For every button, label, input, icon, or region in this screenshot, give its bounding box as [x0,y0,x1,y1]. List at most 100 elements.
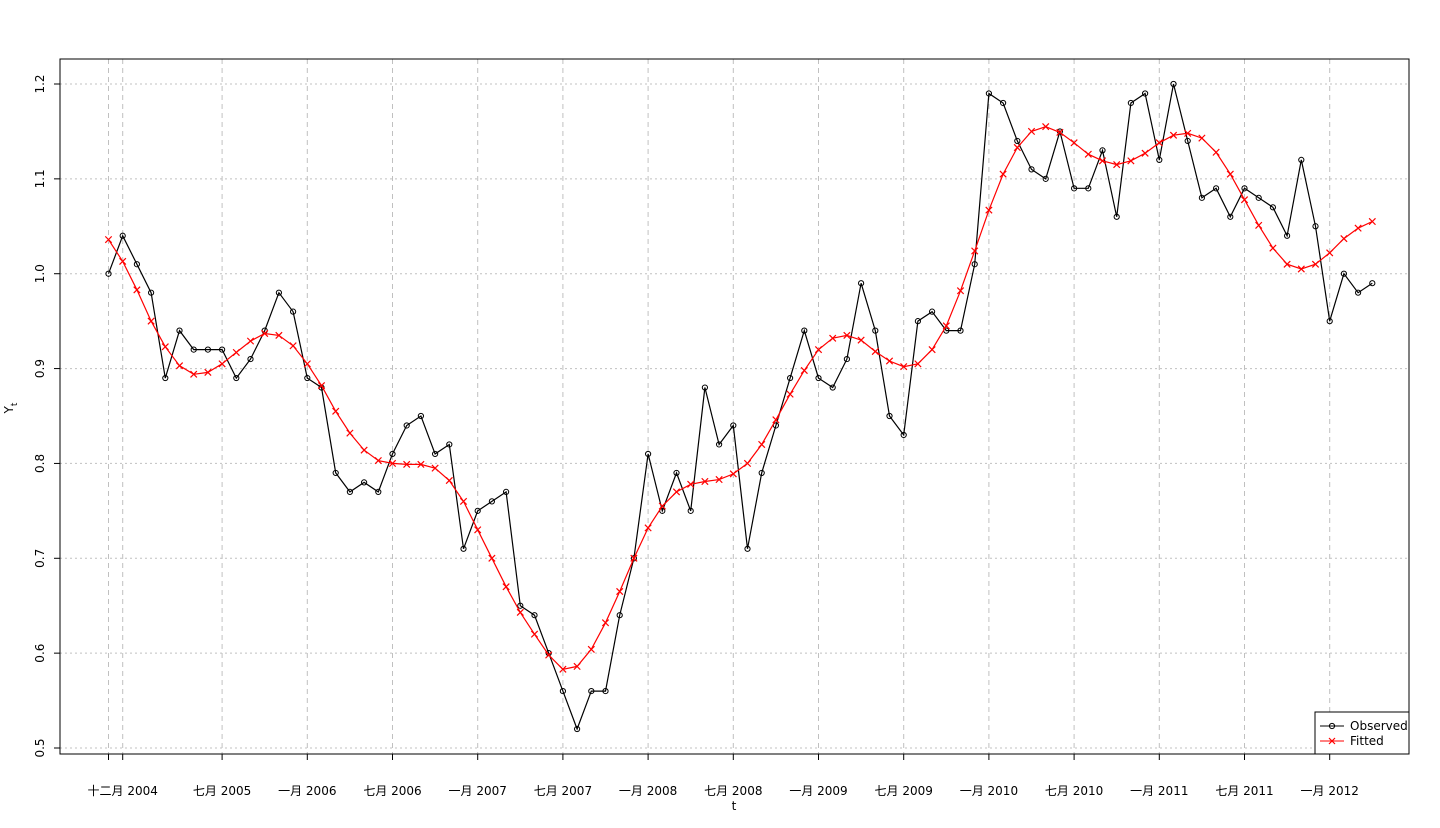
series-layer [104,80,1376,733]
data-point [1184,137,1191,145]
data-point [459,497,468,505]
data-point [1042,175,1049,182]
data-point [871,347,879,356]
data-point [672,488,681,496]
data-point [1326,318,1333,325]
data-point [1369,280,1376,287]
data-point [1241,185,1248,192]
data-point [658,502,666,510]
data-point [460,545,467,552]
data-point [645,450,652,458]
x-axis-title: t [732,799,737,813]
data-point [233,374,240,382]
data-point [1355,289,1362,296]
x-tick-label: 一月 2010 [960,784,1018,798]
data-point [815,374,822,382]
data-point [1312,223,1319,230]
x-tick-label: 一月 2006 [278,784,336,798]
data-point [1141,149,1149,157]
data-point [474,507,481,514]
data-point [275,289,282,296]
data-point [971,247,979,255]
data-point [474,526,482,534]
data-point [232,348,240,357]
data-point [133,261,140,268]
y-tick-label: 0.9 [33,359,47,378]
data-point [1198,134,1206,142]
x-tick-label: 七月 2006 [363,784,421,798]
data-point [1155,139,1163,147]
data-point [559,665,567,673]
data-point [985,206,993,214]
data-point [176,327,183,334]
data-point [531,612,538,619]
data-point [1071,185,1078,192]
series-line-observed [107,83,1373,731]
data-point [1113,213,1120,220]
data-point [758,440,766,449]
x-tick-label: 一月 2007 [449,784,507,798]
data-point [417,460,425,469]
x-tick-label: 一月 2009 [789,784,847,798]
x-axis: 十二月 2004 七月 2005 一月 2006 七月 2006 一月 2007 七月 2… [88,754,1359,798]
data-point [1127,99,1135,107]
data-point [573,662,581,671]
data-point [956,287,965,295]
data-point [503,488,510,495]
data-point [1226,170,1234,178]
data-point [332,469,339,477]
x-tick-label: 七月 2005 [193,784,251,798]
data-point [105,270,112,277]
data-point [374,456,382,465]
data-point [119,257,127,266]
data-point [303,360,311,368]
data-point [161,343,169,351]
data-point [190,370,198,378]
data-point [1169,131,1178,139]
data-point [361,479,368,486]
x-tick-label: 一月 2012 [1301,784,1359,798]
data-point [715,475,723,484]
x-tick-label: 七月 2011 [1215,784,1273,798]
data-point [417,412,424,420]
data-point [929,308,936,315]
data-point [1099,147,1106,154]
data-point [1184,129,1192,137]
grid-layer [60,59,1409,754]
data-point [446,441,453,448]
y-axis-title-subscript: t [10,402,20,406]
y-tick-label: 0.7 [33,549,47,568]
data-point [1113,161,1121,169]
data-point [687,480,695,488]
data-point [1368,217,1376,226]
data-point [190,346,197,353]
data-point [502,583,510,591]
data-point [601,619,610,627]
data-point [360,446,368,454]
data-point [431,464,439,472]
data-point [1213,185,1220,192]
data-point [801,327,808,334]
data-point [744,545,751,552]
data-point [204,346,211,353]
data-point [616,612,623,619]
data-point [1297,265,1305,273]
data-point [786,390,794,398]
data-point [133,286,141,294]
data-point [687,507,694,514]
x-tick-label: 七月 2007 [534,784,592,798]
data-point [673,469,680,477]
data-point [587,645,595,653]
data-point [885,357,894,365]
data-point [1027,127,1036,136]
data-point [787,374,794,382]
data-point [290,308,297,315]
data-point [1042,123,1050,131]
y-tick-label: 0.6 [33,644,47,663]
data-point [1326,249,1334,257]
data-point [375,488,382,495]
series-observed [105,80,1376,733]
x-tick-label: 七月 2010 [1045,784,1103,798]
x-tick-label: 一月 2008 [619,784,677,798]
data-point [1269,204,1277,211]
